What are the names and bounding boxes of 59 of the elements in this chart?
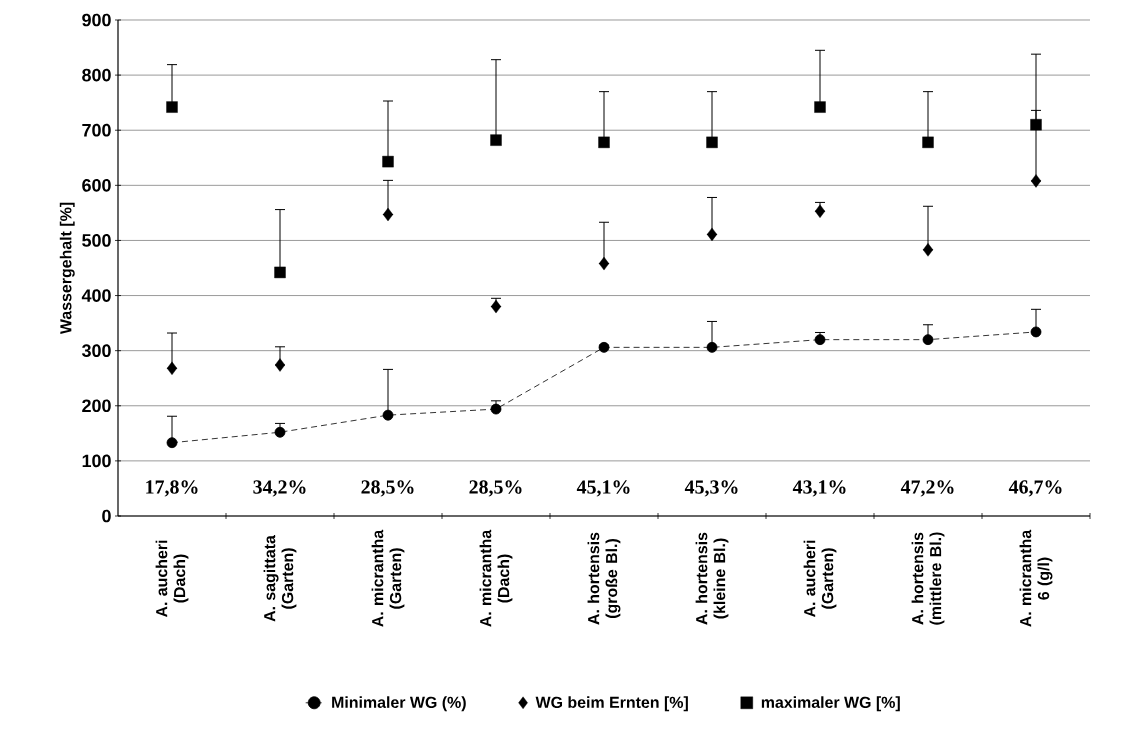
point <box>922 334 934 346</box>
point <box>490 403 502 415</box>
annotation: 45,1% <box>576 480 630 497</box>
point <box>814 334 826 346</box>
point <box>922 136 934 149</box>
point <box>490 134 502 146</box>
point <box>598 341 610 353</box>
point <box>166 101 178 113</box>
point <box>274 266 286 279</box>
annotation: 28,5% <box>469 480 522 497</box>
annotation: 17,8% <box>146 480 198 497</box>
y-tick-label: 100 <box>82 454 111 468</box>
point <box>382 409 394 421</box>
point <box>382 155 394 168</box>
x-tick-label: A. sagittata (Garten) <box>263 535 297 622</box>
point <box>706 227 718 242</box>
x-tick-label: A. aucheri (Garten) <box>803 540 837 618</box>
x-tick-label: A. micrantha (Dach) <box>479 529 513 627</box>
x-tick-label: A. micrantha 6 (g/l) <box>1019 529 1053 627</box>
point <box>166 361 178 375</box>
point <box>274 358 286 372</box>
x-tick-label: A. hortensis (mittlere Bl.) <box>911 532 945 625</box>
annotation: 43,1% <box>792 480 846 497</box>
legend-label: maximaler WG [%] <box>761 696 900 712</box>
point <box>166 437 178 449</box>
y-tick-label: 900 <box>82 13 111 27</box>
point <box>706 136 718 149</box>
annotation: 45,3% <box>684 480 738 497</box>
y-tick-label: 800 <box>82 68 111 82</box>
y-tick-label: 0 <box>102 509 111 523</box>
point <box>490 299 502 314</box>
point <box>382 207 394 222</box>
annotation: 47,2% <box>900 480 954 497</box>
y-tick-label: 300 <box>81 344 111 358</box>
point <box>706 341 718 353</box>
y-tick-label: 200 <box>82 399 111 413</box>
y-tick-label: 600 <box>82 178 111 192</box>
x-tick-label: A. micrantha (Garten) <box>371 529 405 627</box>
point <box>598 136 610 149</box>
point <box>1030 326 1042 338</box>
x-tick-label: A. hortensis (kleine Bl.) <box>695 532 729 625</box>
x-tick-label: A. aucheri (Dach) <box>155 540 189 618</box>
legend-label: Minimaler WG (%) <box>332 696 466 712</box>
point <box>922 243 934 257</box>
y-tick-label: 400 <box>81 289 111 302</box>
y-axis-title: Wassergehalt [%] <box>59 202 75 335</box>
annotation: 34,2% <box>253 480 306 497</box>
x-tick-label: A. hortensis (große Bl.) <box>587 532 621 625</box>
annotation: 46,7% <box>1008 480 1062 497</box>
point <box>598 256 610 271</box>
point <box>1030 174 1042 188</box>
legend-label: WG beim Ernten [%] <box>535 696 688 712</box>
y-tick-label: 700 <box>82 123 111 137</box>
point <box>814 101 826 113</box>
point <box>1030 119 1042 131</box>
y-tick-label: 500 <box>82 234 111 247</box>
point <box>274 426 286 438</box>
annotation: 28,5% <box>361 480 414 497</box>
point <box>814 204 826 218</box>
